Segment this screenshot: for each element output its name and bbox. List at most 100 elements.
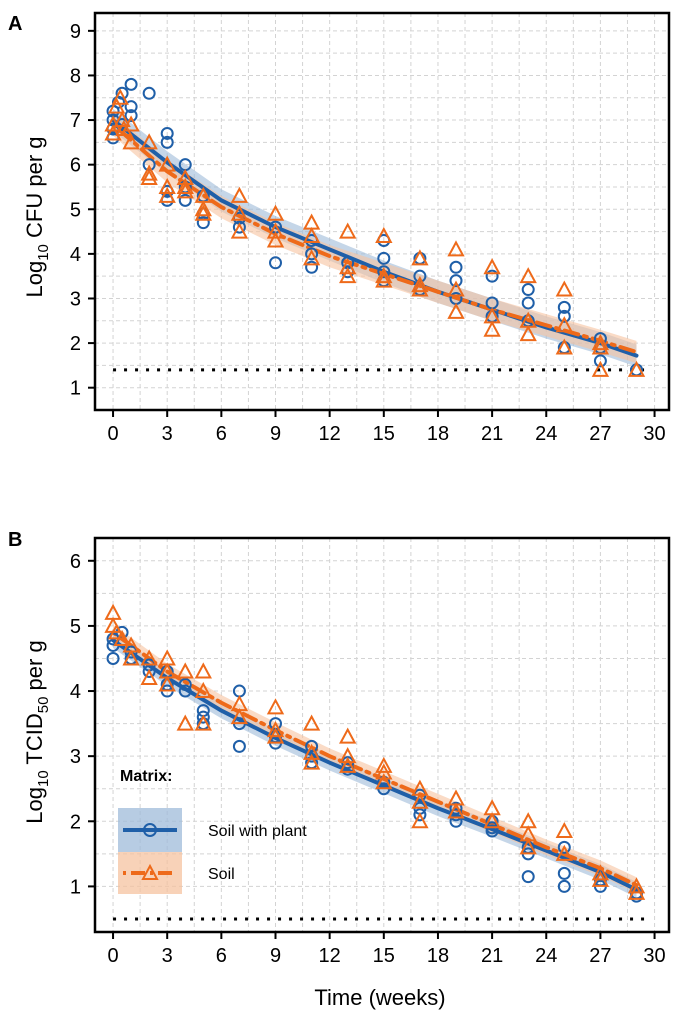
chart-a-point-soil bbox=[107, 97, 126, 114]
chart-a-x-tick-label: 9 bbox=[270, 423, 281, 445]
chart-b-ylabel-tcid: TCID bbox=[22, 713, 47, 770]
panel-letter-a: A bbox=[8, 13, 22, 35]
chart-a-point-soil bbox=[339, 267, 357, 284]
chart-b-y-tick-label: 2 bbox=[70, 811, 81, 833]
chart-b-x-tick-label: 6 bbox=[216, 945, 227, 967]
chart-b-point-soil bbox=[302, 753, 321, 770]
chart-a-point-plant bbox=[160, 126, 174, 140]
chart-a-point-soil bbox=[411, 249, 429, 266]
chart-a-point-soil bbox=[483, 258, 501, 275]
legend: Matrix: Soil with plant Soil bbox=[118, 768, 307, 894]
chart-b-x-tick-label: 12 bbox=[319, 945, 341, 967]
chart-b-point-soil bbox=[627, 877, 646, 894]
chart-b-point-soil bbox=[230, 707, 249, 725]
chart-a-ylabel-sub: 10 bbox=[35, 244, 52, 261]
chart-a-y-tick-label: 8 bbox=[70, 65, 81, 87]
chart-b-point-soil bbox=[302, 714, 321, 731]
chart-a-point-soil bbox=[266, 231, 285, 248]
chart-a-point-plant bbox=[196, 216, 210, 230]
chart-b-fit-line-plant bbox=[111, 638, 639, 892]
chart-b-point-soil bbox=[375, 763, 393, 780]
chart-a-x-tick-label: 6 bbox=[216, 423, 227, 445]
chart-b-point-plant bbox=[178, 678, 192, 692]
chart-b-x-tick-label: 21 bbox=[481, 945, 503, 967]
chart-a-point-soil bbox=[375, 271, 393, 288]
chart-a-x-tick-label: 15 bbox=[373, 423, 395, 445]
chart-b-point-plant bbox=[557, 840, 571, 854]
chart-b-x-tick-label: 3 bbox=[162, 945, 173, 967]
chart-a-point-soil bbox=[140, 133, 158, 150]
chart-b-point-plant bbox=[142, 665, 156, 679]
chart-a-point-plant bbox=[449, 274, 463, 288]
chart-a-point-plant bbox=[124, 100, 138, 114]
chart-a-point-soil bbox=[140, 164, 158, 181]
chart-b-x-tick-label: 0 bbox=[107, 945, 118, 967]
chart-b-point-soil bbox=[140, 668, 158, 686]
chart-a-plot-frame bbox=[93, 11, 671, 412]
chart-a-point-soil bbox=[483, 320, 501, 337]
chart-b-ylabel-sub: 10 bbox=[35, 770, 52, 787]
chart-a-point-soil bbox=[375, 267, 393, 284]
chart-b-y-tick-label: 1 bbox=[70, 876, 81, 898]
chart-a-point-plant bbox=[232, 220, 246, 234]
chart-b-point-soil bbox=[266, 721, 285, 738]
chart-a-x-tick-label: 21 bbox=[481, 423, 503, 445]
chart-b-point-soil bbox=[122, 649, 140, 666]
chart-a-y-tick-label: 5 bbox=[70, 199, 81, 221]
chart-a-x-tick-label: 12 bbox=[319, 423, 341, 445]
chart-b-point-plant bbox=[557, 866, 571, 880]
chart-b-point-soil bbox=[107, 623, 126, 640]
chart-a-point-soil bbox=[555, 280, 573, 297]
chart-b-point-soil bbox=[194, 681, 212, 699]
chart-b-point-plant bbox=[557, 879, 571, 893]
chart-a-point-soil bbox=[302, 226, 321, 244]
chart-b-point-soil bbox=[627, 883, 646, 900]
chart-a-point-soil bbox=[266, 222, 285, 239]
chart-a-point-soil bbox=[555, 316, 573, 333]
chart-b-x-tick-label: 18 bbox=[427, 945, 449, 967]
chart-b-y-tick-label: 3 bbox=[70, 746, 81, 768]
chart-b-point-plant bbox=[106, 651, 120, 665]
chart-b-band-soil bbox=[113, 624, 637, 893]
chart-b-ylabel-log: Log bbox=[22, 787, 47, 824]
chart-b-x-tick-label: 24 bbox=[535, 945, 557, 967]
chart-a-point-plant bbox=[557, 300, 571, 314]
chart-a-y-tick-label: 6 bbox=[70, 155, 81, 177]
chart-a-point-soil bbox=[194, 204, 212, 221]
chart-a-point-plant bbox=[593, 332, 607, 346]
chart-a-point-soil bbox=[194, 200, 212, 217]
chart-a-point-plant bbox=[142, 86, 156, 100]
chart-a-point-soil bbox=[140, 168, 158, 186]
chart-a-point-plant bbox=[593, 354, 607, 368]
chart-a-point-plant bbox=[115, 86, 129, 100]
chart-b-point-soil bbox=[339, 727, 357, 744]
chart-b-point-soil bbox=[447, 802, 465, 819]
chart-b-point-soil bbox=[266, 698, 285, 715]
legend-label-soil: Soil bbox=[208, 866, 235, 883]
chart-a-point-plant bbox=[449, 260, 463, 274]
chart-b-point-soil bbox=[176, 714, 194, 731]
chart-b-point-plant bbox=[305, 739, 319, 753]
chart-a-x-tick-label: 18 bbox=[427, 423, 449, 445]
chart-a-point-soil bbox=[115, 119, 133, 136]
chart-b-x-tick-label: 30 bbox=[643, 945, 665, 967]
chart-a-point-soil bbox=[302, 249, 321, 266]
chart-b-point-soil bbox=[555, 844, 573, 861]
chart-b-point-plant bbox=[449, 814, 463, 828]
chart-a-point-soil bbox=[339, 222, 357, 239]
chart-b-x-tick-label: 15 bbox=[373, 945, 395, 967]
legend-marker-triangle bbox=[141, 863, 159, 880]
chart-a-point-soil bbox=[266, 204, 285, 221]
chart-a-point-soil bbox=[591, 338, 610, 355]
legend-label-plant: Soil with plant bbox=[208, 823, 307, 840]
x-axis-title: Time (weeks) bbox=[314, 985, 445, 1010]
chart-a-point-soil bbox=[302, 213, 321, 230]
chart-b-point-soil bbox=[140, 649, 158, 666]
chart-a-point-soil bbox=[111, 88, 129, 105]
chart-b-point-plant bbox=[521, 870, 535, 884]
chart-a-point-plant bbox=[124, 77, 138, 91]
chart-a-point-soil bbox=[447, 240, 465, 257]
chart-a-point-soil bbox=[591, 360, 610, 377]
chart-a-point-plant bbox=[521, 296, 535, 310]
